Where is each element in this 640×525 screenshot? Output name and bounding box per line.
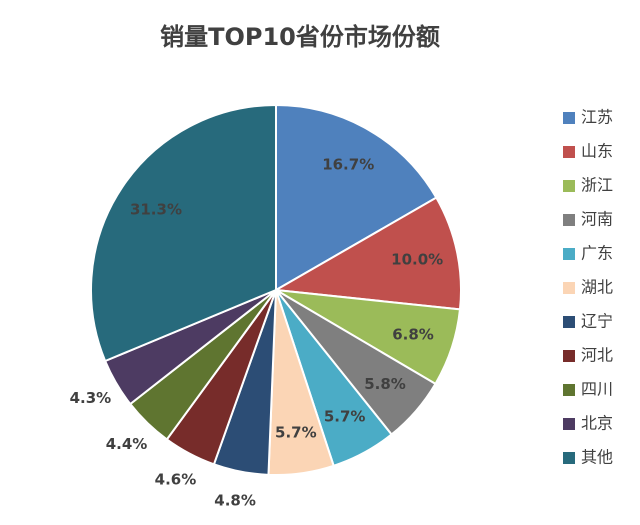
chart-title: 销量TOP10省份市场份额 [160, 23, 440, 51]
legend-swatch [563, 316, 575, 328]
legend-swatch [563, 350, 575, 362]
value-label: 10.0% [391, 251, 443, 269]
pie-slice [272, 196, 462, 311]
legend-label: 其他 [581, 448, 613, 467]
legend-swatch [563, 180, 575, 192]
legend-label: 山东 [581, 142, 613, 161]
value-label: 31.3% [130, 200, 182, 218]
legend-label: 辽宁 [581, 312, 613, 331]
legend-label: 北京 [581, 414, 613, 433]
legend-label: 湖北 [581, 278, 613, 297]
legend-label: 四川 [581, 380, 613, 399]
legend-swatch [563, 418, 575, 430]
legend-swatch [563, 384, 575, 396]
value-label: 4.4% [106, 435, 148, 453]
value-label: 5.7% [275, 423, 317, 441]
value-label: 4.8% [214, 492, 256, 510]
legend-label: 河南 [581, 210, 613, 229]
legend-swatch [563, 282, 575, 294]
legend-swatch [563, 146, 575, 158]
legend-label: 广东 [581, 244, 613, 263]
legend-swatch [563, 214, 575, 226]
legend-label: 河北 [581, 346, 613, 365]
pie-slice [275, 103, 438, 292]
value-label: 4.6% [155, 471, 197, 489]
value-label: 5.8% [364, 375, 406, 393]
legend-swatch [563, 452, 575, 464]
legend-label: 浙江 [581, 176, 613, 195]
legend-label: 江苏 [581, 108, 613, 127]
value-label: 4.3% [70, 389, 112, 407]
legend-swatch [563, 112, 575, 124]
value-label: 6.8% [392, 326, 434, 344]
value-label: 5.7% [324, 407, 366, 425]
value-label: 16.7% [322, 156, 374, 174]
pie-slice [90, 103, 277, 363]
legend-swatch [563, 248, 575, 260]
